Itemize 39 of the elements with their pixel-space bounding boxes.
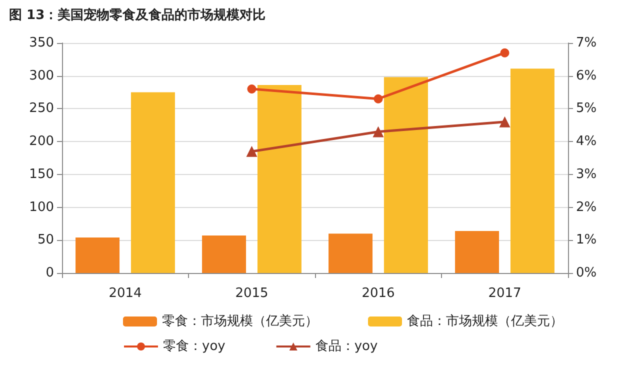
- y2-tick-label: 5%: [576, 101, 597, 116]
- y2-tick-label: 4%: [576, 134, 597, 150]
- y2-tick-label: 0%: [576, 266, 597, 280]
- x-tick-label: 2016: [362, 286, 395, 301]
- bar: [76, 238, 120, 273]
- x-tick-label: 2015: [235, 286, 268, 301]
- y2-tick-label: 2%: [576, 200, 597, 215]
- bar: [130, 92, 175, 273]
- bar: [328, 234, 373, 273]
- bar: [384, 77, 428, 273]
- point: [374, 94, 383, 104]
- chart-title: 图 13：美国宠物零食及食品的市场规模对比: [9, 7, 266, 23]
- point: [247, 84, 256, 94]
- y-tick-label: 200: [29, 134, 54, 150]
- y-tick-label: 50: [37, 232, 54, 248]
- y-tick-label: 350: [29, 36, 54, 50]
- y2-tick-label: 1%: [576, 232, 597, 248]
- bar: [202, 236, 246, 273]
- bar: [510, 68, 554, 273]
- y2-tick-label: 3%: [576, 166, 597, 182]
- y2-tick-label: 7%: [576, 36, 597, 50]
- bar: [455, 230, 500, 273]
- y-tick-label: 0: [46, 266, 54, 280]
- legend-label: 零食：yoy: [163, 339, 226, 354]
- point: [372, 126, 384, 138]
- legend-label: 食品：市场规模（亿美元）: [407, 313, 563, 329]
- y-tick-label: 100: [29, 200, 54, 215]
- point: [499, 116, 510, 128]
- legend-label: 零食：市场规模（亿美元）: [162, 313, 318, 329]
- x-tick-label: 2017: [488, 286, 522, 301]
- y2-tick-label: 6%: [576, 68, 597, 84]
- point: [500, 48, 510, 58]
- point: [246, 146, 258, 157]
- y-tick-label: 150: [29, 166, 54, 182]
- y-tick-label: 300: [29, 68, 54, 84]
- y-tick-label: 250: [29, 101, 54, 116]
- x-tick-label: 2014: [108, 286, 142, 301]
- legend-label: 食品：yoy: [315, 339, 378, 354]
- bar: [257, 85, 302, 273]
